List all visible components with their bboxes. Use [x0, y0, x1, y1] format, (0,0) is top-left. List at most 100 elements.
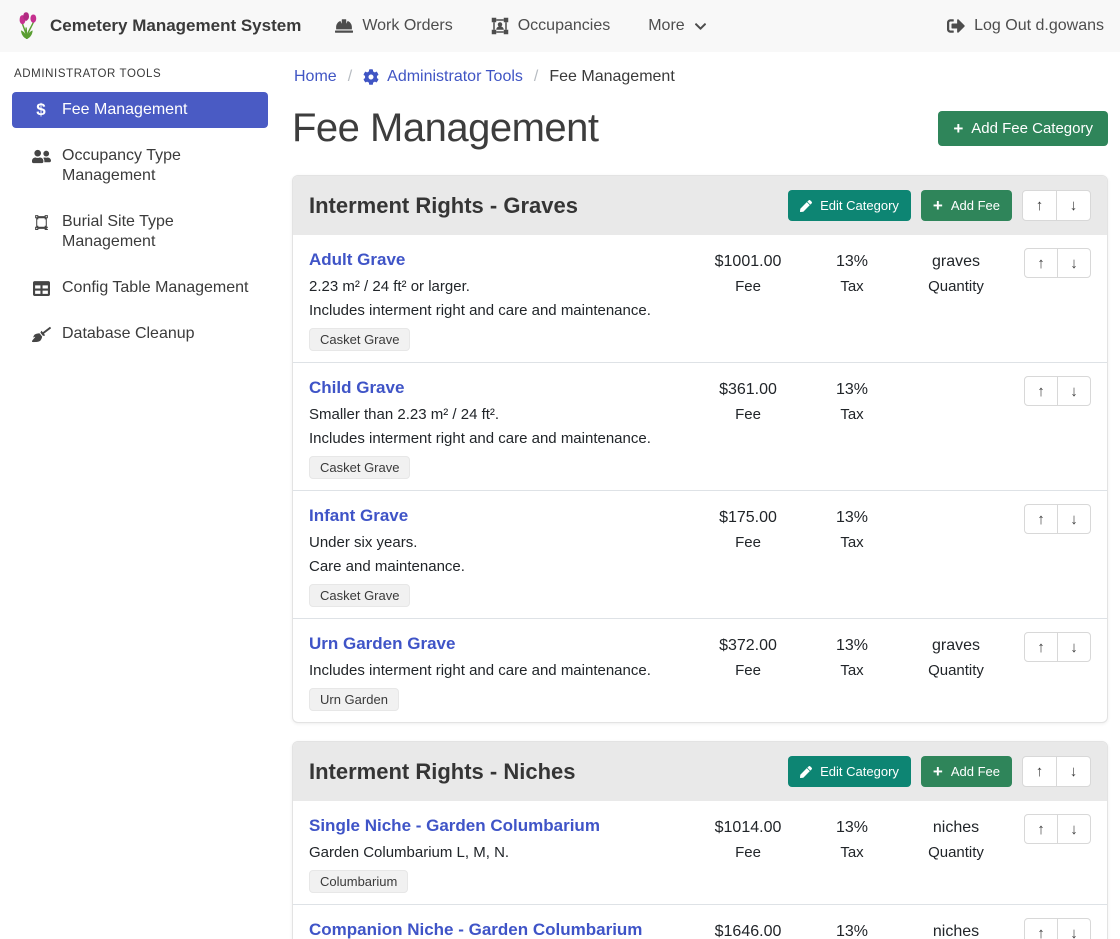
plus-icon: +	[933, 766, 943, 778]
plus-icon: +	[953, 123, 963, 135]
nav-more[interactable]: More	[648, 17, 706, 35]
button-label: Edit Category	[820, 764, 899, 779]
fee-quantity-column: graves Quantity	[904, 632, 1008, 683]
fee-quantity-label: Quantity	[904, 274, 1008, 299]
fee-quantity-unit: graves	[904, 249, 1008, 274]
fee-amount: $1001.00	[696, 249, 800, 274]
fee-tax-column: 13% Tax	[800, 376, 904, 427]
occupancy-plot-icon	[491, 17, 509, 35]
move-fee-up-button[interactable]: ↑	[1024, 814, 1058, 844]
move-category-up-button[interactable]: ↑	[1022, 190, 1057, 221]
move-fee-down-button[interactable]: ↓	[1057, 632, 1091, 662]
breadcrumb-separator: /	[348, 68, 352, 86]
fee-tax-label: Tax	[800, 840, 904, 865]
logout-button[interactable]: Log Out d.gowans	[947, 17, 1104, 35]
move-fee-down-button[interactable]: ↓	[1057, 918, 1091, 939]
nav-occupancies[interactable]: Occupancies	[491, 17, 611, 35]
add-fee-button[interactable]: + Add Fee	[921, 756, 1012, 787]
fee-name-link[interactable]: Adult Grave	[309, 248, 405, 272]
fee-tax: 13%	[800, 633, 904, 658]
fee-name-link[interactable]: Single Niche - Garden Columbarium	[309, 814, 600, 838]
fee-description: Care and maintenance.	[309, 555, 690, 579]
fee-reorder-group: ↑ ↓	[1024, 918, 1091, 939]
fee-name-link[interactable]: Companion Niche - Garden Columbarium	[309, 918, 642, 939]
fee-amount: $1646.00	[696, 919, 800, 939]
fee-quantity-column	[904, 504, 1008, 505]
fee-amount: $361.00	[696, 377, 800, 402]
fee-amount: $1014.00	[696, 815, 800, 840]
nav-work-orders[interactable]: Work Orders	[335, 17, 452, 35]
sidebar-item-label: Burial Site Type Management	[62, 212, 258, 252]
move-fee-down-button[interactable]: ↓	[1057, 504, 1091, 534]
sidebar-item-occupancy-type[interactable]: Occupancy Type Management	[12, 138, 268, 194]
move-fee-down-button[interactable]: ↓	[1057, 248, 1091, 278]
fee-name-link[interactable]: Child Grave	[309, 376, 404, 400]
fee-row: Adult Grave 2.23 m² / 24 ft² or larger.I…	[293, 235, 1107, 362]
fee-tax-column: 13% Tax	[800, 504, 904, 555]
button-label: Add Fee	[951, 764, 1000, 779]
category-header: Interment Rights - Niches Edit Category …	[293, 742, 1107, 801]
move-fee-up-button[interactable]: ↑	[1024, 504, 1058, 534]
tulip-logo-icon	[16, 11, 42, 41]
users-icon	[30, 146, 52, 166]
sidebar-item-config-table[interactable]: Config Table Management	[12, 270, 268, 306]
breadcrumb-home-link[interactable]: Home	[294, 68, 337, 86]
fee-tag-badge: Urn Garden	[309, 688, 399, 711]
button-label: Add Fee Category	[971, 120, 1093, 137]
fee-quantity-column: niches Quantity	[904, 814, 1008, 865]
fee-amount-label: Fee	[696, 402, 800, 427]
breadcrumb-admin-tools-link[interactable]: Administrator Tools	[363, 68, 523, 86]
fee-description: 2.23 m² / 24 ft² or larger.	[309, 275, 690, 299]
move-fee-up-button[interactable]: ↑	[1024, 248, 1058, 278]
fee-quantity-label: Quantity	[904, 658, 1008, 683]
fee-category-card: Interment Rights - Graves Edit Category …	[292, 175, 1108, 723]
nav-label: More	[648, 17, 684, 35]
fee-name-link[interactable]: Infant Grave	[309, 504, 408, 528]
fee-description: Includes interment right and care and ma…	[309, 659, 690, 683]
move-fee-up-button[interactable]: ↑	[1024, 632, 1058, 662]
breadcrumb-label: Administrator Tools	[387, 68, 523, 86]
sidebar-item-fee-management[interactable]: $ Fee Management	[12, 92, 268, 128]
fee-tax-column: 13% Tax	[800, 632, 904, 683]
category-header: Interment Rights - Graves Edit Category …	[293, 176, 1107, 235]
fee-description: Includes interment right and care and ma…	[309, 427, 690, 451]
fee-reorder-group: ↑ ↓	[1024, 504, 1091, 534]
fee-tax-label: Tax	[800, 530, 904, 555]
app-brand[interactable]: Cemetery Management System	[16, 11, 301, 41]
fee-amount-column: $1646.00 Fee	[696, 918, 800, 939]
gear-icon	[363, 69, 379, 85]
add-fee-category-button[interactable]: + Add Fee Category	[938, 111, 1108, 146]
move-fee-up-button[interactable]: ↑	[1024, 376, 1058, 406]
fee-tax-label: Tax	[800, 402, 904, 427]
app-title: Cemetery Management System	[50, 16, 301, 36]
fee-tax: 13%	[800, 249, 904, 274]
fee-tag-badge: Casket Grave	[309, 456, 410, 479]
move-category-down-button[interactable]: ↓	[1056, 756, 1091, 787]
sidebar-item-burial-site-type[interactable]: Burial Site Type Management	[12, 204, 268, 260]
fee-name-link[interactable]: Urn Garden Grave	[309, 632, 455, 656]
sidebar-item-database-cleanup[interactable]: Database Cleanup	[12, 316, 268, 352]
fee-tax-column: 13% Tax	[800, 918, 904, 939]
fee-tax-label: Tax	[800, 658, 904, 683]
hard-hat-icon	[335, 17, 353, 35]
add-fee-button[interactable]: + Add Fee	[921, 190, 1012, 221]
fee-amount-column: $361.00 Fee	[696, 376, 800, 427]
top-navbar: Cemetery Management System Work Orders O…	[0, 0, 1120, 52]
edit-category-button[interactable]: Edit Category	[788, 756, 911, 787]
fee-row: Urn Garden Grave Includes interment righ…	[293, 618, 1107, 722]
fee-row: Companion Niche - Garden Columbarium Gar…	[293, 904, 1107, 939]
fee-quantity-unit: niches	[904, 815, 1008, 840]
category-title: Interment Rights - Niches	[309, 759, 788, 785]
move-category-down-button[interactable]: ↓	[1056, 190, 1091, 221]
fee-tax-column: 13% Tax	[800, 814, 904, 865]
pencil-icon	[800, 766, 812, 778]
move-fee-down-button[interactable]: ↓	[1057, 814, 1091, 844]
move-category-up-button[interactable]: ↑	[1022, 756, 1057, 787]
nav-label: Work Orders	[362, 17, 452, 35]
move-fee-up-button[interactable]: ↑	[1024, 918, 1058, 939]
logout-label: Log Out d.gowans	[974, 17, 1104, 35]
fee-description: Includes interment right and care and ma…	[309, 299, 690, 323]
fee-quantity-column: niches Quantity	[904, 918, 1008, 939]
edit-category-button[interactable]: Edit Category	[788, 190, 911, 221]
move-fee-down-button[interactable]: ↓	[1057, 376, 1091, 406]
